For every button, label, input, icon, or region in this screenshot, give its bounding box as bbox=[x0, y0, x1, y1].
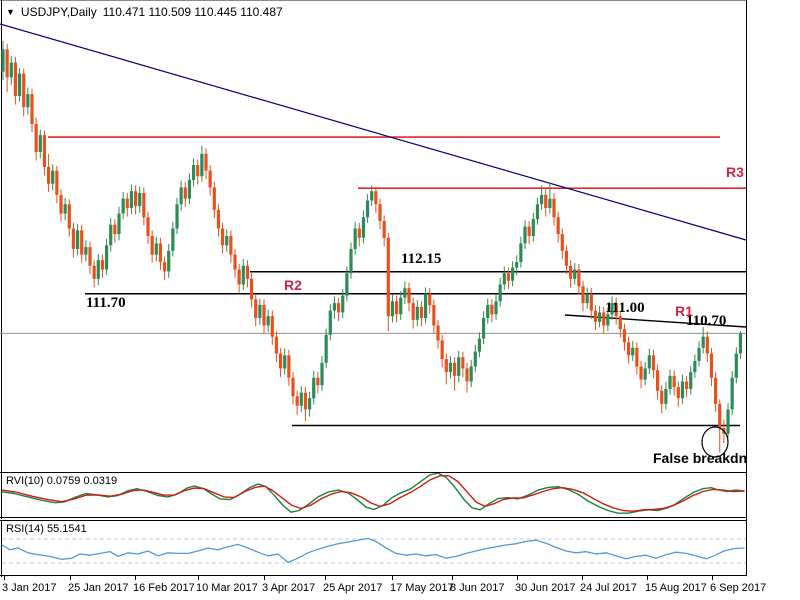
time-axis-tick bbox=[4, 576, 5, 580]
candlestick-series bbox=[1, 41, 743, 453]
symbol-period-label: USDJPY,Daily bbox=[20, 5, 97, 19]
date-tick-label: 10 Mar 2017 bbox=[196, 582, 258, 594]
rsi-indicator-panel[interactable] bbox=[0, 520, 747, 577]
time-axis-tick bbox=[452, 576, 453, 580]
chart-annotation-111-70[interactable]: 111.70 bbox=[86, 295, 126, 311]
chart-annotation-false-breakdn[interactable]: False breakdn bbox=[653, 450, 748, 466]
time-axis-tick bbox=[647, 576, 648, 580]
date-tick-label: 17 May 2017 bbox=[390, 582, 454, 594]
date-tick-label: 24 Jul 2017 bbox=[580, 582, 637, 594]
chart-annotation-r1[interactable]: R1 bbox=[675, 303, 693, 319]
rvi-indicator-panel[interactable] bbox=[0, 473, 747, 519]
time-axis-tick bbox=[325, 576, 326, 580]
rvi-signal-line bbox=[1, 475, 745, 512]
rsi-indicator-label: RSI(14) 55.1541 bbox=[6, 523, 87, 535]
descending-trendline[interactable] bbox=[0, 23, 747, 241]
chart-annotation-111-00[interactable]: 111.00 bbox=[605, 300, 645, 316]
date-tick-label: 25 Apr 2017 bbox=[323, 582, 383, 594]
rvi-indicator-label: RVI(10) 0.0759 0.0319 bbox=[6, 475, 118, 487]
rsi-line bbox=[1, 537, 745, 564]
main-price-chart[interactable] bbox=[0, 0, 747, 473]
time-axis-tick bbox=[135, 576, 136, 580]
chart-title-bar: ▼ USDJPY,Daily 110.471 110.509 110.445 1… bbox=[6, 5, 283, 19]
false-breakdown-ellipse[interactable] bbox=[701, 426, 729, 458]
date-tick-label: 3 Jan 2017 bbox=[2, 582, 57, 594]
symbol-dropdown-icon[interactable]: ▼ bbox=[6, 7, 15, 17]
ohlc-quote-label: 110.471 110.509 110.445 110.487 bbox=[102, 5, 283, 19]
time-axis-tick bbox=[712, 576, 713, 580]
date-tick-label: 3 Apr 2017 bbox=[262, 582, 316, 594]
chart-annotation-112-15[interactable]: 112.15 bbox=[401, 251, 442, 267]
date-tick-label: 8 Jun 2017 bbox=[450, 582, 505, 594]
price-axis[interactable]: 119.155118.305117.430116.580115.705114.8… bbox=[746, 0, 800, 576]
time-axis-tick bbox=[264, 576, 265, 580]
date-tick-label: 15 Aug 2017 bbox=[645, 582, 707, 594]
time-axis-tick bbox=[392, 576, 393, 580]
date-tick-label: 30 Jun 2017 bbox=[515, 582, 576, 594]
chart-annotation-110-70[interactable]: 110.70 bbox=[686, 313, 727, 329]
chart-annotation-r2[interactable]: R2 bbox=[284, 277, 302, 293]
date-tick-label: 16 Feb 2017 bbox=[133, 582, 195, 594]
chart-annotation-r3[interactable]: R3 bbox=[726, 164, 744, 180]
time-axis-tick bbox=[70, 576, 71, 580]
time-axis-tick bbox=[517, 576, 518, 580]
date-tick-label: 25 Jan 2017 bbox=[68, 582, 129, 594]
date-tick-label: 6 Sep 2017 bbox=[710, 582, 767, 594]
time-axis-tick bbox=[582, 576, 583, 580]
time-axis-tick bbox=[198, 576, 199, 580]
